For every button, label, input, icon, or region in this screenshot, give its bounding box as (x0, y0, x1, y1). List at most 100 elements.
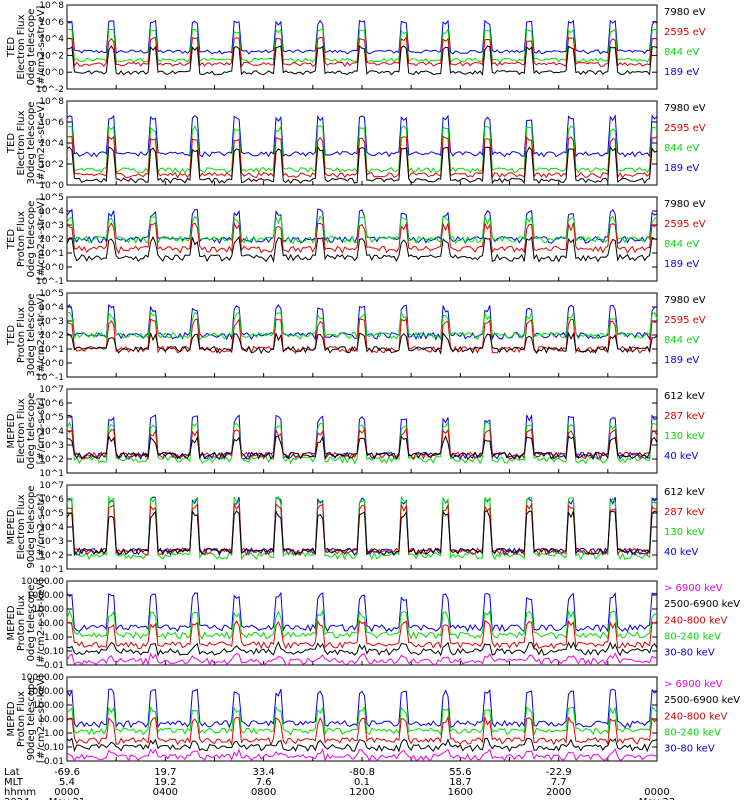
series-line (66, 747, 658, 763)
y-tick-label: 10^1 (39, 469, 64, 479)
y-tick-label: 10^7 (39, 481, 64, 491)
y-axis-label: TEDElectron Flux30deg telescope[#/cm2-s-… (6, 101, 47, 184)
y-tick-label: 10^4 (39, 303, 64, 313)
legend-entry: 612 keV (664, 487, 705, 498)
series-line (66, 609, 658, 641)
legend-entry: 40 keV (664, 451, 698, 462)
legend-entry: 240-800 keV (664, 615, 728, 626)
y-tick-label: 10^3 (39, 537, 64, 547)
y-tick-label: 10^4 (39, 207, 64, 217)
legend-entry: 844 eV (664, 335, 699, 346)
legend-entry: 7980 eV (664, 103, 706, 114)
series-line (66, 331, 658, 355)
series-line (66, 427, 658, 461)
y-tick-label: 1.00 (44, 633, 64, 643)
y-tick-label: 10^0 (39, 359, 64, 369)
y-tick-label: 10^3 (39, 441, 64, 451)
y-tick-label: 10^-2 (36, 85, 64, 95)
x-tick-label: 0000 (54, 787, 79, 798)
series-line (66, 113, 658, 158)
series-line (66, 145, 658, 185)
series-line (66, 310, 658, 341)
y-tick-label: 10^2 (39, 51, 64, 61)
legend-entry: 189 eV (664, 355, 699, 366)
legend-entry: > 6900 keV (664, 679, 723, 690)
y-tick-label: 0.01 (44, 661, 64, 671)
legend-entry: 844 eV (664, 143, 699, 154)
y-tick-label: 10^4 (39, 35, 64, 45)
y-tick-label: 10^8 (39, 1, 64, 11)
series-line (66, 221, 658, 255)
y-tick-label: 10.00 (38, 715, 64, 725)
legend-entry: 612 keV (664, 391, 705, 402)
legend-entry: 2500-6900 keV (664, 695, 740, 706)
series-line (66, 135, 658, 180)
series-line (66, 591, 658, 633)
legend-entry: > 6900 keV (664, 583, 723, 594)
panel-5: 10^7 10^6 10^5 10^4 10^3 10^2 10^1MEPEDElectro… (6, 385, 705, 479)
legend-entry: 189 eV (664, 163, 699, 174)
y-tick-label: 10^3 (39, 317, 64, 327)
x-tick-label: May 21 (49, 797, 86, 800)
x-tick-label: 1200 (349, 787, 374, 798)
x-tick-label: 7.7 (551, 777, 567, 788)
y-tick-label: 10^5 (39, 509, 64, 519)
x-tick-label: 55.6 (449, 767, 471, 778)
y-axis-label: TEDElectron Flux0deg telescope[#/cm2-s-s… (6, 6, 47, 89)
legend-entry: 2595 eV (664, 219, 706, 230)
legend-entry: 2595 eV (664, 27, 706, 38)
x-row-label: MLT (4, 777, 24, 788)
series-line (66, 688, 658, 729)
x-tick-label: 19.2 (154, 777, 176, 788)
legend-entry: 30-80 keV (664, 744, 715, 755)
y-tick-label: 10^1 (39, 249, 64, 259)
y-tick-label: 10^5 (39, 289, 64, 299)
legend-entry: 7980 eV (664, 199, 706, 210)
legend-entry: 80-240 keV (664, 631, 721, 642)
y-axis-label: TEDProton Flux0deg telescope[#/cm2-s-str… (6, 198, 47, 281)
series-line (66, 737, 658, 753)
y-tick-label: 10^0 (39, 68, 64, 78)
series-line (66, 19, 658, 55)
y-tick-label: 10^2 (39, 551, 64, 561)
legend-entry: 189 eV (664, 259, 699, 270)
legend-entry: 844 eV (664, 47, 699, 58)
x-tick-label: 7.6 (256, 777, 272, 788)
x-tick-label: 0.1 (354, 777, 370, 788)
legend-entry: 130 keV (664, 527, 705, 538)
y-tick-label: 10^7 (39, 385, 64, 395)
series-line (66, 124, 658, 174)
series-line (66, 44, 658, 76)
y-tick-label: 0.10 (44, 647, 64, 657)
y-tick-label: 10^0 (39, 263, 64, 273)
legend-entry: 240-800 keV (664, 711, 728, 722)
x-tick-label: -69.6 (54, 767, 80, 778)
legend-entry: 40 keV (664, 547, 698, 558)
y-tick-label: 0.01 (44, 757, 64, 767)
y-tick-label: 10000.00 (21, 577, 64, 587)
legend-entry: 7980 eV (664, 7, 706, 18)
series-line (66, 619, 658, 650)
y-tick-label: 10^2 (39, 331, 64, 341)
y-axis-label: TEDProton Flux30deg telescope[#/cm2-s-st… (6, 293, 47, 376)
series-line (66, 27, 657, 63)
y-tick-label: 10^6 (39, 18, 64, 28)
x-row-label: Lat (4, 767, 20, 778)
y-tick-label: 10000.00 (21, 673, 64, 683)
y-tick-label: 10^6 (39, 118, 64, 128)
legend-entry: 287 keV (664, 507, 705, 518)
series-line (66, 235, 658, 264)
series-line (66, 705, 658, 737)
legend-entry: 189 eV (664, 67, 699, 78)
panel-7: 10000.00 1000.00 100.00 10.00 1.00 0.10 0.01ME… (6, 577, 740, 671)
x-tick-label: 33.4 (253, 767, 275, 778)
x-tick-label: -80.8 (349, 767, 375, 778)
legend-entry: 30-80 keV (664, 648, 715, 659)
series-line (66, 495, 658, 561)
series-line (66, 434, 658, 461)
series-line (66, 652, 658, 666)
